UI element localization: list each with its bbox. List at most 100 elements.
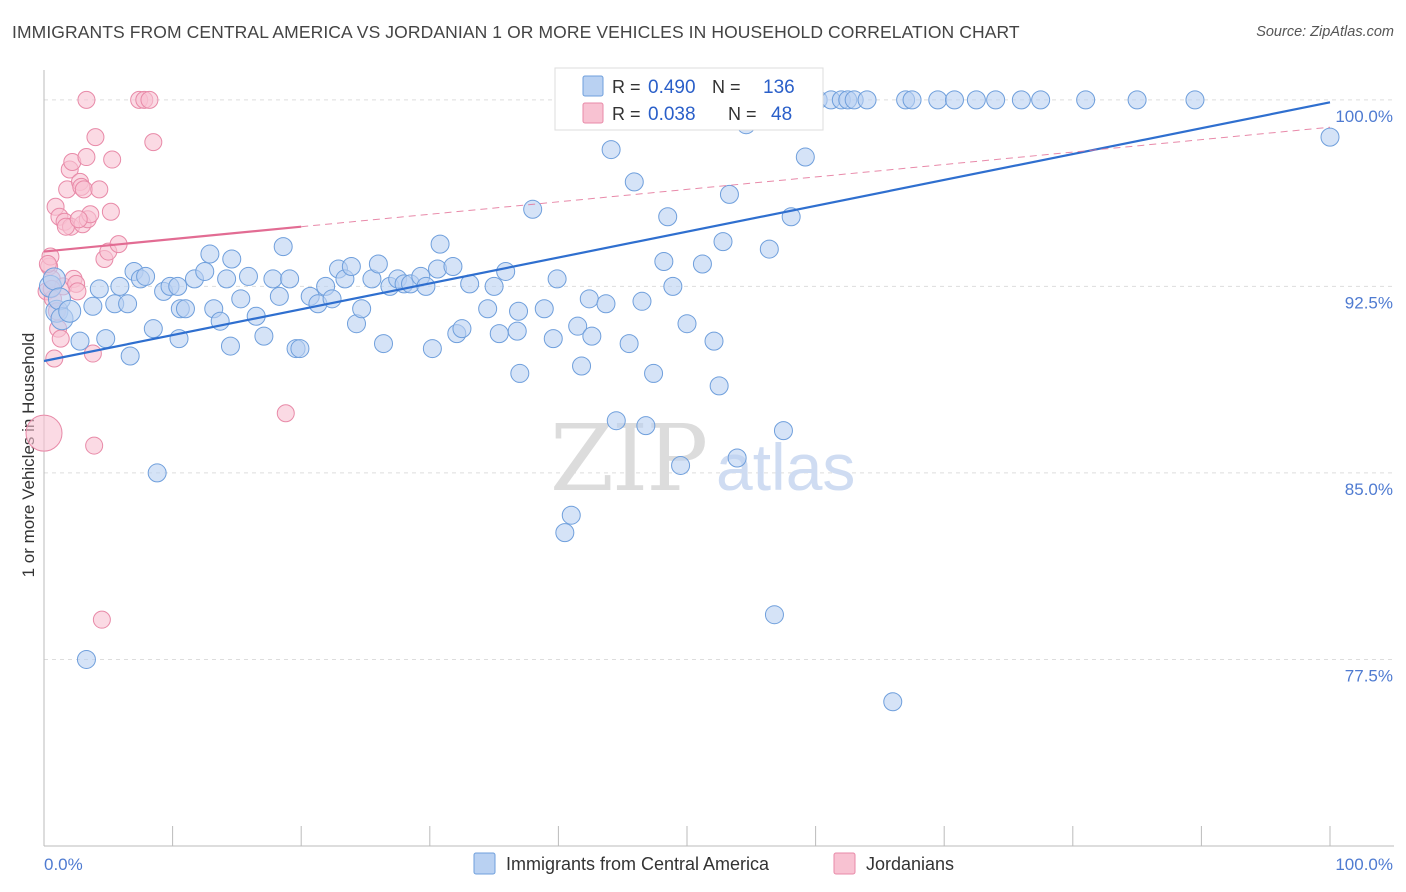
point-central-america-91	[632, 291, 652, 311]
series-legend: Immigrants from Central America Jordania…	[473, 852, 954, 875]
point-central-america-105	[719, 184, 739, 204]
series-central-america	[38, 90, 1340, 712]
point-central-america-32	[220, 336, 240, 356]
legend-n-label-pink: N =	[728, 104, 757, 124]
point-central-america-35	[238, 266, 258, 286]
point-jordanians-29	[85, 436, 104, 455]
point-central-america-94	[654, 252, 674, 272]
x-tick-label-0: 0.0%	[44, 855, 83, 874]
point-central-america-67	[452, 319, 472, 339]
point-jordanians-24	[74, 180, 93, 199]
point-central-america-43	[290, 339, 310, 359]
point-central-america-135	[1320, 127, 1340, 147]
y-tick-label-1: 92.5%	[1345, 293, 1393, 312]
axes	[43, 70, 1394, 847]
point-central-america-101	[692, 254, 712, 274]
point-central-america-33	[222, 249, 242, 269]
point-central-america-65	[443, 256, 463, 276]
point-central-america-75	[509, 301, 529, 321]
point-central-america-104	[713, 232, 733, 252]
point-central-america-10	[96, 329, 116, 349]
point-central-america-83	[572, 356, 592, 376]
point-central-america-89	[619, 334, 639, 354]
point-central-america-88	[606, 411, 626, 431]
point-central-america-87	[601, 140, 621, 160]
point-central-america-14	[120, 346, 140, 366]
point-central-america-72	[496, 261, 516, 281]
point-central-america-112	[764, 605, 784, 625]
point-central-america-127	[944, 90, 964, 110]
point-jordanians-42	[276, 404, 295, 423]
x-tick-label-1: 100.0%	[1335, 855, 1393, 874]
point-central-america-129	[986, 90, 1006, 110]
point-central-america-31	[217, 269, 237, 289]
point-central-america-28	[200, 244, 220, 264]
point-jordanians-43	[77, 90, 96, 109]
legend-n-label-blue: N =	[712, 77, 741, 97]
point-central-america-97	[671, 455, 691, 475]
point-central-america-70	[484, 276, 504, 296]
trend-line-jordanians	[43, 225, 302, 253]
point-jordanians-25	[77, 148, 96, 167]
point-central-america-25	[175, 299, 195, 319]
legend-n-value-pink: 48	[771, 104, 792, 125]
point-jordanians-0	[25, 414, 63, 452]
series-legend-pink-swatch	[833, 852, 856, 875]
source-credit: Source: ZipAtlas.com	[1256, 24, 1394, 40]
point-central-america-122	[857, 90, 877, 110]
trend-line-jordanians-extension	[301, 126, 1331, 228]
point-central-america-133	[1127, 90, 1147, 110]
point-central-america-77	[534, 299, 554, 319]
point-central-america-103	[709, 376, 729, 396]
legend-r-value-pink: 0.038	[648, 104, 696, 125]
point-jordanians-41	[144, 133, 163, 152]
trend-lines	[43, 101, 1331, 363]
point-central-america-90	[624, 172, 644, 192]
point-central-america-13	[118, 294, 138, 314]
series-jordanians	[25, 90, 295, 629]
point-central-america-85	[582, 326, 602, 346]
point-central-america-98	[677, 314, 697, 334]
point-central-america-6	[70, 331, 90, 351]
point-central-america-95	[658, 207, 678, 227]
trend-line-central-america	[43, 101, 1331, 363]
point-central-america-12	[110, 276, 130, 296]
point-central-america-76	[523, 199, 543, 219]
point-central-america-132	[1076, 90, 1096, 110]
point-central-america-17	[136, 266, 156, 286]
point-jordanians-36	[103, 150, 122, 169]
point-central-america-92	[636, 416, 656, 436]
point-central-america-79	[547, 269, 567, 289]
point-central-america-55	[374, 334, 394, 354]
point-central-america-86	[596, 294, 616, 314]
series-legend-jordanians: Jordanians	[866, 854, 954, 874]
point-central-america-71	[489, 324, 509, 344]
legend-r-label-blue: R =	[612, 77, 641, 97]
point-jordanians-32	[92, 610, 111, 629]
point-central-america-130	[1011, 90, 1031, 110]
point-central-america-113	[773, 421, 793, 441]
point-central-america-111	[759, 239, 779, 259]
point-central-america-27	[195, 261, 215, 281]
y-tick-label-0: 100.0%	[1335, 107, 1393, 126]
series-legend-central-america: Immigrants from Central America	[506, 854, 770, 874]
point-central-america-52	[352, 299, 372, 319]
point-central-america-5	[58, 299, 82, 323]
point-central-america-93	[644, 363, 664, 383]
point-central-america-40	[273, 237, 293, 257]
point-central-america-1	[42, 267, 66, 291]
point-central-america-96	[663, 276, 683, 296]
point-central-america-41	[280, 269, 300, 289]
point-central-america-128	[966, 90, 986, 110]
point-central-america-82	[568, 316, 588, 336]
point-central-america-54	[368, 254, 388, 274]
point-jordanians-46	[69, 210, 88, 229]
stats-legend: R = 0.490 N = 136 R = 0.038 N = 48	[554, 67, 824, 131]
legend-pink-swatch	[582, 102, 604, 124]
legend-r-value-blue: 0.490	[648, 77, 696, 98]
point-central-america-8	[83, 296, 103, 316]
point-central-america-81	[561, 505, 581, 525]
point-central-america-126	[928, 90, 948, 110]
point-central-america-73	[507, 321, 527, 341]
point-central-america-134	[1185, 90, 1205, 110]
